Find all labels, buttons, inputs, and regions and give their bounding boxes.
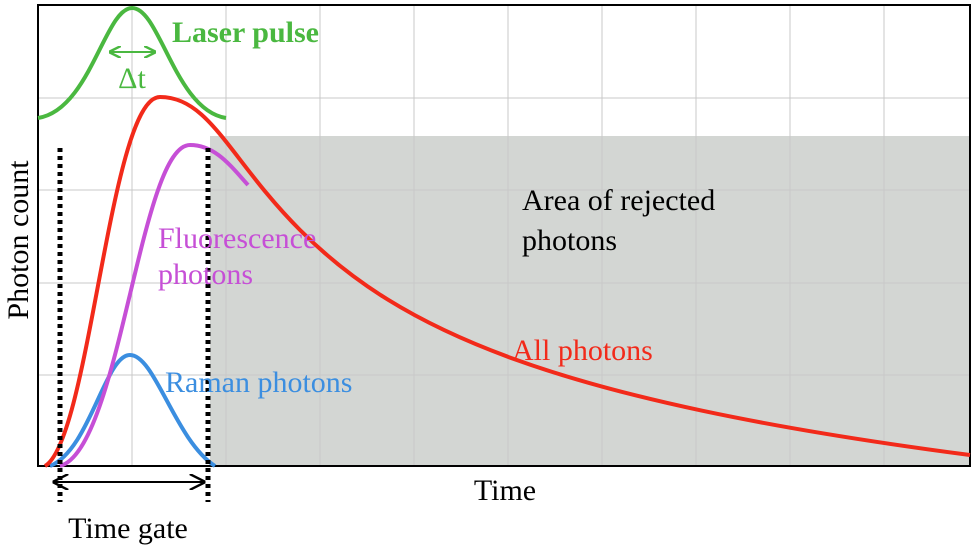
fluorescence-label: photons: [158, 258, 253, 291]
all-label: All photons: [512, 334, 653, 367]
x-axis-label: Time: [474, 474, 536, 507]
grid: [38, 5, 970, 466]
gate-lines: [57, 148, 211, 502]
laser-label: Laser pulse: [172, 16, 319, 49]
fluorescence-curve: [59, 142, 250, 468]
raman-curve: [49, 352, 217, 468]
delta-label: Δt: [118, 62, 146, 95]
gate-label: Time gate: [68, 512, 188, 545]
y-axis-label: Photon count: [2, 160, 35, 320]
fluorescence-label: Fluorescence: [158, 222, 316, 255]
rejected-label: photons: [522, 224, 617, 257]
raman-label: Raman photons: [165, 366, 353, 399]
rejected-label: Area of rejected: [522, 184, 715, 217]
laser-curve: [37, 5, 227, 120]
frame: [37, 4, 971, 467]
rejected-area: [210, 136, 970, 466]
all-curve: [43, 94, 971, 468]
